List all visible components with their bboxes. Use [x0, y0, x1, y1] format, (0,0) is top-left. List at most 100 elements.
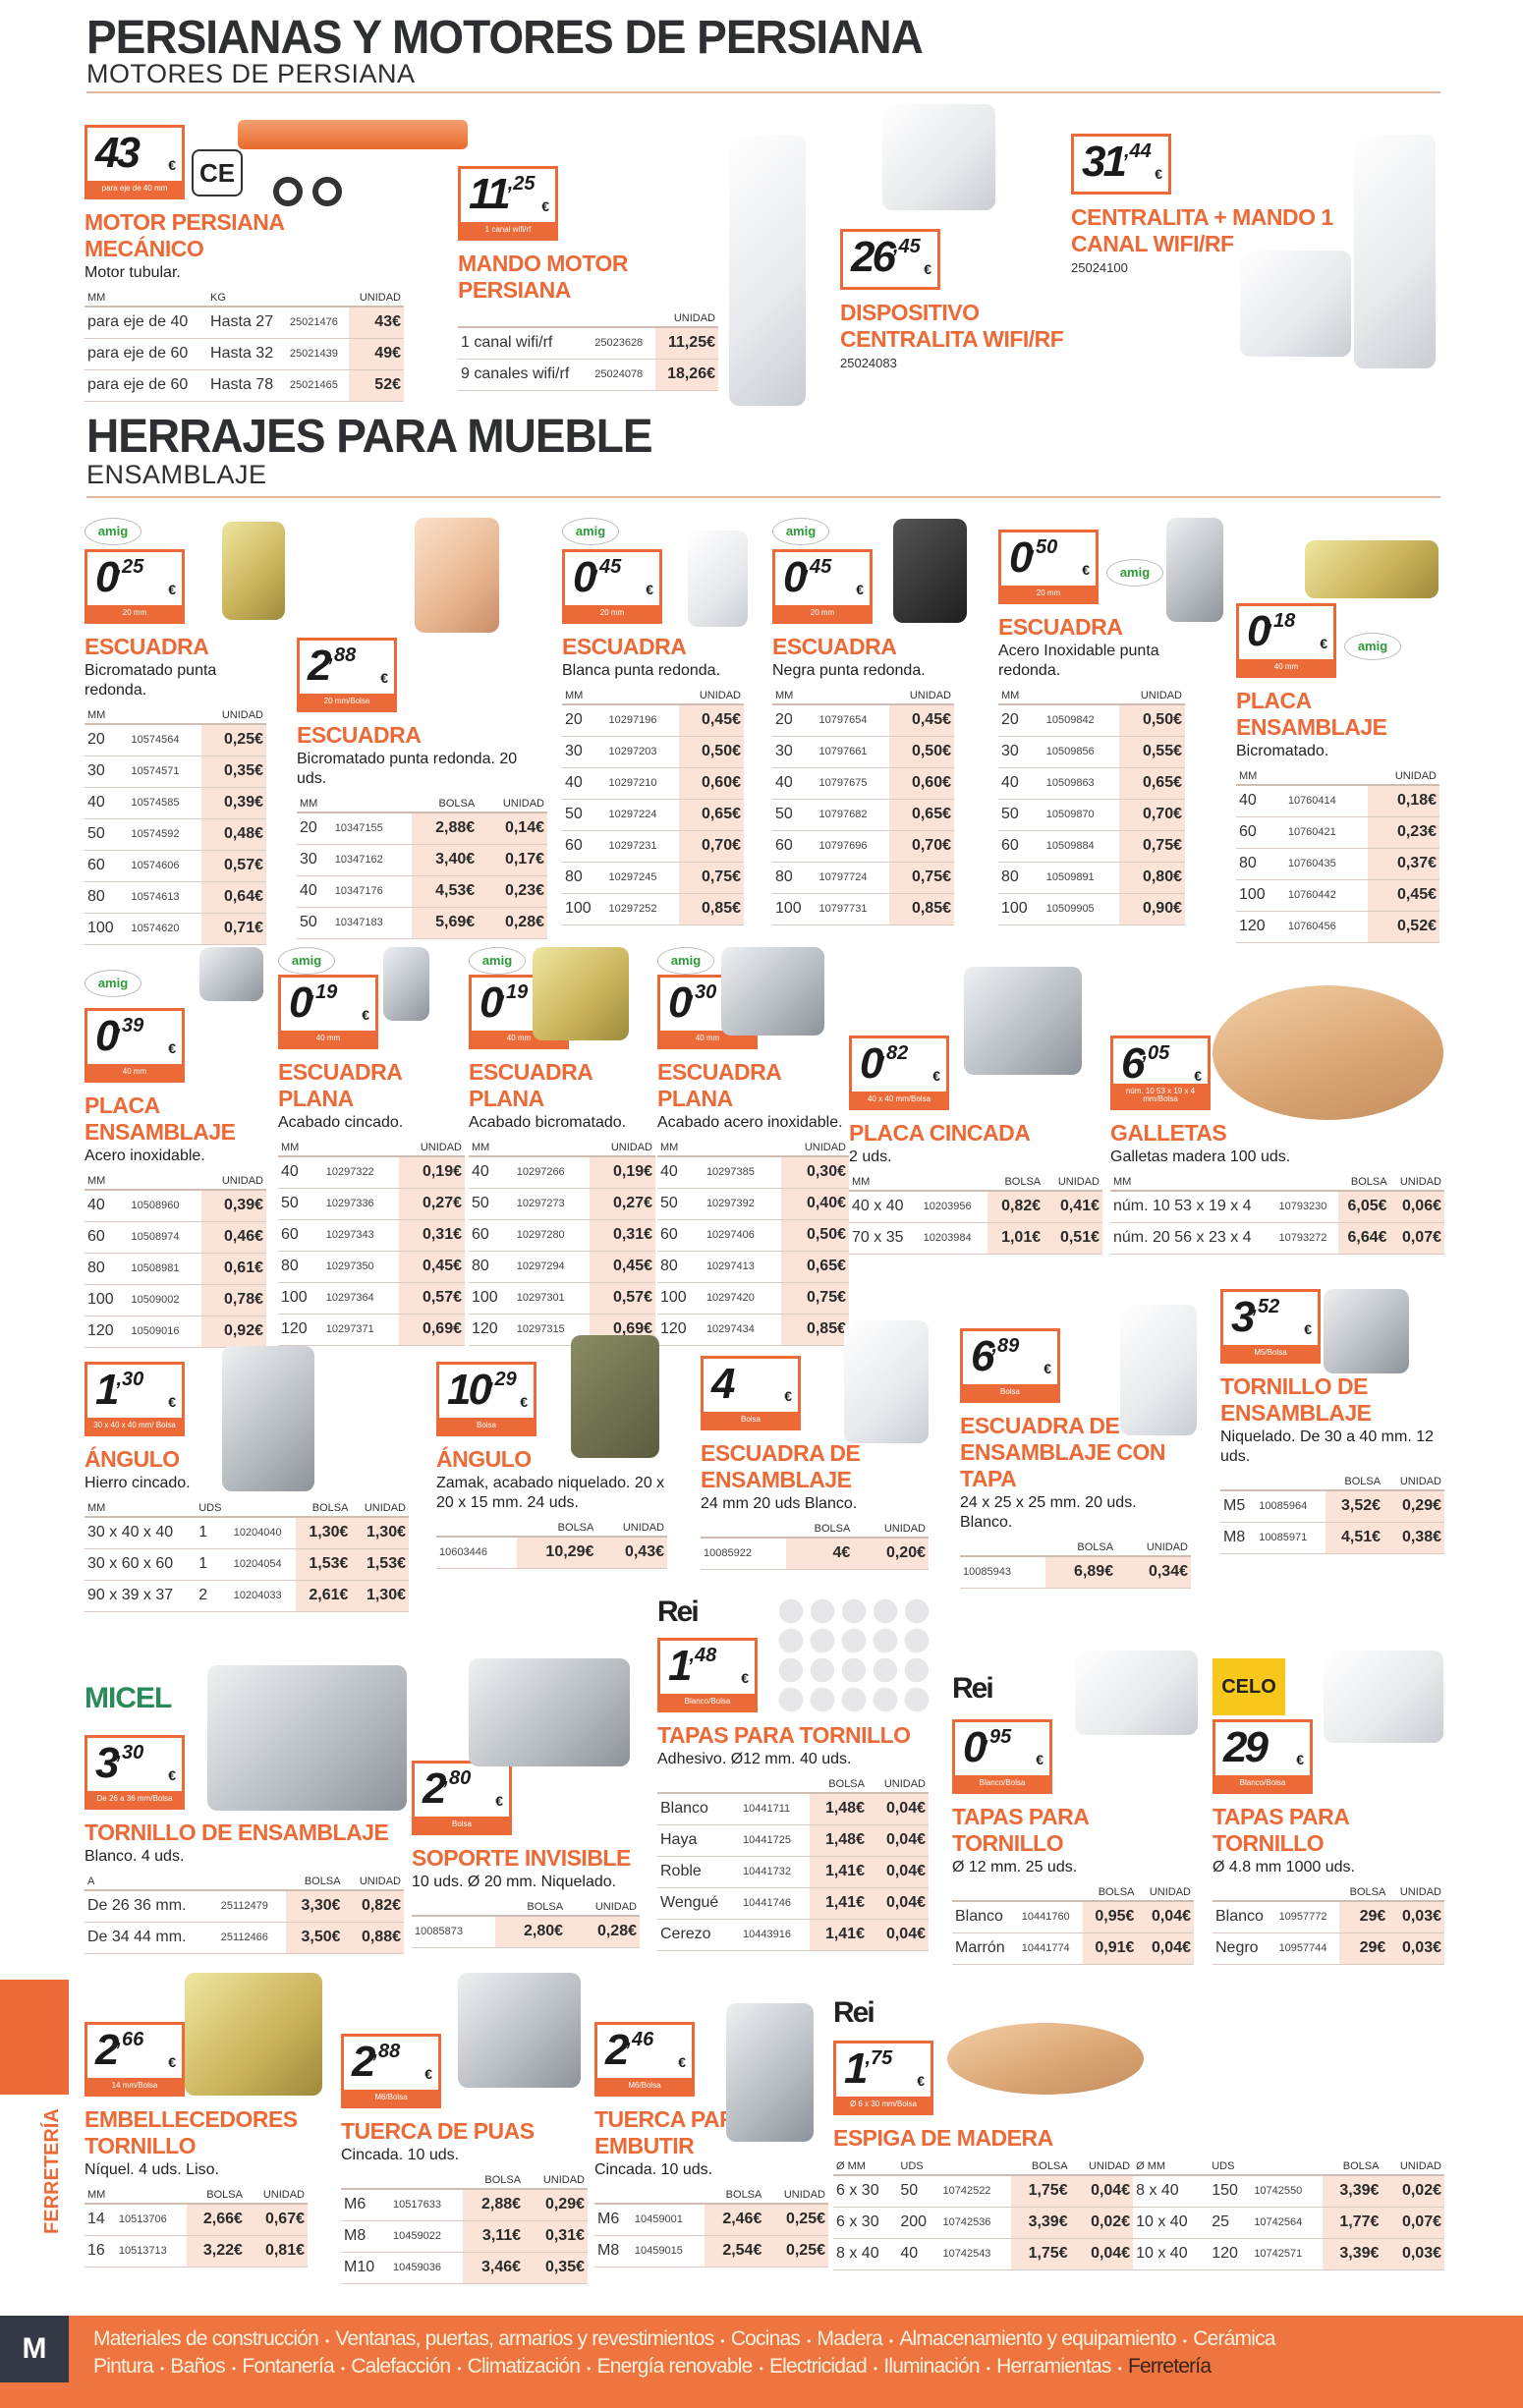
price-cell: 0,02€	[1382, 2175, 1444, 2208]
price-value: 288	[352, 2037, 400, 2088]
footer-category-link[interactable]: Cerámica	[1193, 2327, 1275, 2350]
price-table: MM UNIDAD 20 10297196 0,45€ 30 10297203 0,50€ 40…	[562, 685, 744, 925]
currency-symbol: €	[1044, 1361, 1051, 1376]
column-header: MM	[657, 1137, 704, 1157]
price-value: 039	[95, 1011, 143, 1062]
price-value: 280	[423, 1764, 471, 1815]
column-header	[1018, 1881, 1084, 1902]
price-decimals: 29	[489, 1369, 517, 1390]
price-tag: 2645€	[840, 229, 940, 290]
column-header: MM	[1110, 1171, 1276, 1192]
brand-logo-amig: amig	[562, 518, 619, 545]
column-header	[128, 704, 202, 725]
footer-category-link[interactable]: Ferretería	[1128, 2355, 1212, 2378]
plate-image	[1305, 540, 1438, 598]
footer-category-link[interactable]: Calefacción	[351, 2355, 451, 2378]
price-integer: 6	[1121, 1039, 1146, 1088]
price-cell: 3,46€	[463, 2252, 525, 2284]
reference-cell: 10760435	[1284, 848, 1368, 880]
table-cell: 60	[1236, 816, 1285, 849]
price-table: UNIDAD 1 canal wifi/rf 25023628 11,25€ 9 can…	[458, 308, 718, 391]
footer-category-link[interactable]: Fontanería	[242, 2355, 334, 2378]
footer-category-link[interactable]: Iluminación	[883, 2355, 980, 2378]
price-value: 266	[95, 2025, 143, 2076]
price-cell: 0,70€	[889, 830, 954, 863]
column-header	[230, 1497, 297, 1518]
table-row: 6 x 30 50 10742522 1,75€ 0,04€ 8 x 40 150 10742…	[833, 2175, 1444, 2208]
table-row: 60 10297406 0,50€	[657, 1219, 849, 1252]
price-cell: 0,46€	[201, 1221, 266, 1254]
table-row: 60 10508974 0,46€	[85, 1221, 266, 1254]
reference-cell: 10204054	[230, 1548, 297, 1581]
footer-category-link[interactable]: Herramientas	[996, 2355, 1111, 2378]
reference-cell: 10297413	[703, 1251, 781, 1283]
price-cell: 6,89€	[1044, 1556, 1117, 1589]
table-row: 40 10297210 0,60€	[562, 767, 744, 800]
column-header: MM	[85, 287, 208, 308]
price-cell: 0,81€	[245, 2235, 308, 2268]
price-decimals: 66	[116, 2029, 143, 2050]
price-cell: 0,45€	[589, 1251, 655, 1283]
price-table: MM UNIDAD 20 10574564 0,25€ 30 10574571 0,35€ 40…	[85, 704, 266, 945]
product-title: DISPOSITIVO CENTRALITA WIFI/RF	[840, 300, 1064, 352]
table-header-row: A BOLSA UNIDAD	[85, 1871, 404, 1891]
footer-category-link[interactable]: Energía renovable	[596, 2355, 754, 2378]
column-header: UDS	[897, 2156, 940, 2176]
table-row: 60 10297343 0,31€	[278, 1219, 465, 1252]
product-card: 082 €40 x 40 mm/Bolsa PLACA CINCADA 2 uds. M…	[849, 1027, 1102, 1255]
column-header: MM	[562, 685, 606, 705]
table-cell: 40	[772, 767, 817, 800]
column-header	[594, 2184, 632, 2205]
column-header: MM	[85, 2184, 116, 2205]
column-header: BOLSA	[186, 2184, 246, 2205]
reference-cell: 10603446	[436, 1537, 517, 1569]
price-unit-note: Blanco/Bolsa	[660, 1694, 755, 1709]
table-cell: 1	[196, 1517, 231, 1549]
price-integer: 2	[605, 2026, 630, 2074]
reference-cell: 10517633	[390, 2189, 464, 2221]
table-row: 50 10297336 0,27€	[278, 1188, 465, 1220]
price-cell: 0,57€	[398, 1282, 465, 1315]
table-cell: 40	[897, 2238, 940, 2270]
table-cell: 1 canal wifi/rf	[458, 327, 592, 360]
table-row: 40 10347176 4,53€ 0,23€	[297, 875, 547, 908]
price-cell: 3,39€	[1322, 2238, 1382, 2270]
table-row: Blanco 10957772 29€ 0,03€	[1213, 1901, 1444, 1933]
product-reference: 25024083	[840, 356, 897, 370]
table-cell: 80	[657, 1251, 704, 1283]
price-value: 045	[783, 552, 831, 603]
price-cell: 0,04€	[867, 1793, 929, 1825]
footer-category-link[interactable]: Cocinas	[730, 2327, 801, 2350]
reference-cell: 10742571	[1251, 2238, 1323, 2270]
product-title: ESCUADRA	[297, 722, 422, 748]
footer-category-link[interactable]: Madera	[817, 2327, 883, 2350]
brand-logo-rei: Rei	[952, 1672, 994, 1705]
column-header: A	[85, 1871, 218, 1891]
product-title: SOPORTE INVISIBLE	[412, 1845, 631, 1871]
price-value: 045	[573, 552, 621, 603]
footer-category-link[interactable]: Baños	[170, 2355, 225, 2378]
price-tag: 095 € Blanco/Bolsa	[952, 1719, 1052, 1794]
section-subtitle: ENSAMBLAJE	[86, 460, 267, 489]
column-header: MM	[85, 704, 129, 725]
footer-category-link[interactable]: Ventanas, puertas, armarios y revestimie…	[335, 2327, 714, 2350]
reference-cell: 10297245	[605, 862, 680, 894]
table-cell: para eje de 60	[85, 369, 208, 402]
price-cell: 0,55€	[1118, 736, 1185, 768]
footer-category-link[interactable]: Almacenamiento y equipamiento	[899, 2327, 1176, 2350]
footer-category-link[interactable]: Materiales de construcción	[93, 2327, 319, 2350]
footer-category-link[interactable]: Climatización	[467, 2355, 581, 2378]
price-cell: 0,69€	[398, 1314, 465, 1346]
price-integer: 11	[469, 170, 511, 218]
table-cell: Hasta 78	[207, 369, 287, 402]
reference-cell: 10509002	[128, 1284, 202, 1316]
footer-category-link[interactable]: Electricidad	[768, 2355, 868, 2378]
table-cell: Blanco	[1213, 1901, 1276, 1933]
table-row: 80 10297413 0,65€	[657, 1251, 849, 1283]
currency-symbol: €	[168, 1394, 176, 1410]
footer-category-link[interactable]: Pintura	[93, 2355, 154, 2378]
currency-symbol: €	[1194, 1068, 1202, 1084]
price-integer: 1	[668, 1642, 693, 1690]
reference-cell: 10297273	[513, 1188, 590, 1220]
reference-cell: 10760442	[1284, 879, 1368, 912]
